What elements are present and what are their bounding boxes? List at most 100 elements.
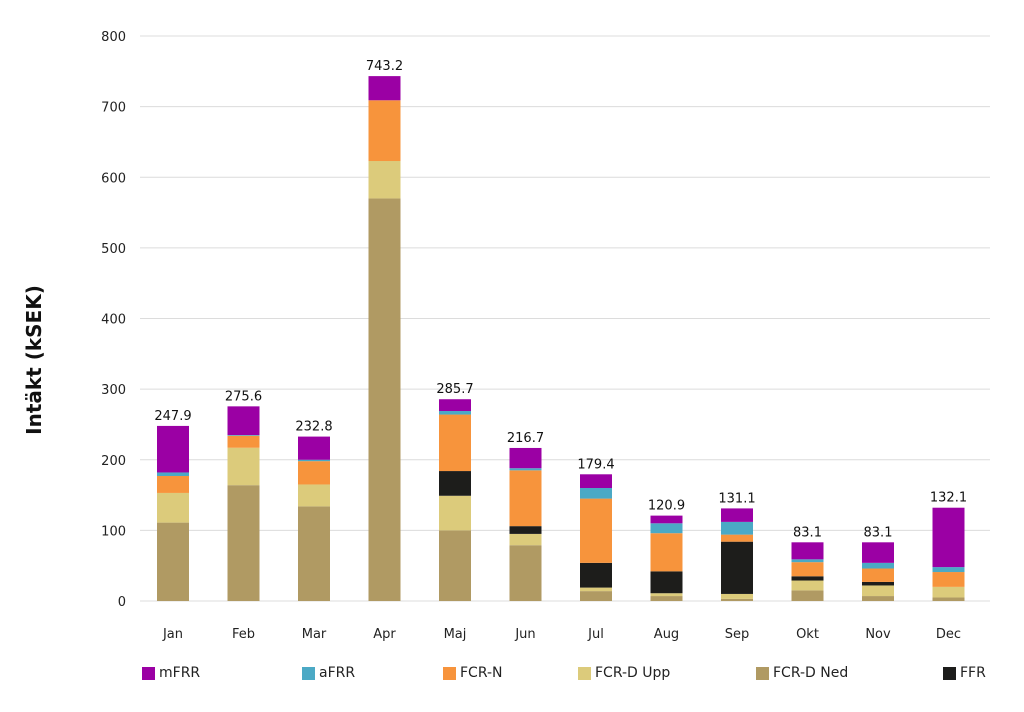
bar-segment xyxy=(580,498,612,563)
bar-segment xyxy=(791,576,824,581)
x-tick-label: Jun xyxy=(514,627,535,642)
y-tick-label: 700 xyxy=(101,101,126,116)
bar-total-label: 179.4 xyxy=(577,457,614,472)
bar-segment xyxy=(157,425,189,473)
bar-segment xyxy=(368,198,401,601)
x-tick-label: Sep xyxy=(725,627,750,642)
bar-segment xyxy=(791,590,824,601)
bar-segment xyxy=(298,436,330,460)
bar-segment xyxy=(227,406,260,436)
bar-segment xyxy=(791,562,824,577)
y-axis-title-wrap: Intäkt (kSEK) xyxy=(14,180,54,540)
x-tick-label: Jan xyxy=(162,627,183,642)
bar-segment xyxy=(439,471,471,496)
bar-segment xyxy=(439,399,471,412)
bar-total-label: 120.9 xyxy=(648,499,685,514)
bar-segment xyxy=(368,76,401,101)
legend-label: FCR-N xyxy=(460,665,503,681)
bar-segment xyxy=(580,474,612,488)
bar-segment xyxy=(368,161,401,199)
bar-total-label: 285.7 xyxy=(436,382,473,397)
bar-segment xyxy=(227,435,260,436)
x-tick-label: Okt xyxy=(796,627,819,642)
bar-segment xyxy=(721,521,753,535)
bar-total-label: 131.1 xyxy=(718,491,755,506)
bar-total-label: 247.9 xyxy=(154,409,191,424)
y-tick-label: 300 xyxy=(101,383,126,398)
bar-segment xyxy=(650,596,683,601)
bar-segment xyxy=(862,596,894,601)
bar-segment xyxy=(932,586,965,598)
y-tick-label: 800 xyxy=(101,30,126,45)
bar-segment xyxy=(791,559,824,563)
legend-item: mFRR xyxy=(142,663,200,683)
bar-segment xyxy=(439,411,471,415)
bar-segment xyxy=(721,541,753,594)
y-tick-label: 200 xyxy=(101,454,126,469)
bar-segment xyxy=(157,472,189,476)
bar-segment xyxy=(721,593,753,599)
bar-segment xyxy=(580,591,612,601)
bar-segment xyxy=(721,508,753,522)
legend-item: FCR-N xyxy=(443,663,503,683)
bar-segment xyxy=(580,488,612,499)
bar-segment xyxy=(862,542,894,563)
bar-segment xyxy=(227,447,260,486)
bar-segment xyxy=(227,485,260,601)
legend-label: mFRR xyxy=(159,665,201,681)
bar-segment xyxy=(862,585,894,597)
bar-total-label: 132.1 xyxy=(930,491,967,506)
legend-swatch xyxy=(142,666,155,680)
legend-item: aFRR xyxy=(302,663,355,683)
bar-segment xyxy=(791,542,824,560)
bar-segment xyxy=(439,495,471,531)
bar-segment xyxy=(509,526,542,534)
legend-swatch xyxy=(443,666,456,680)
bar-segment xyxy=(650,571,683,594)
bar-segment xyxy=(509,533,542,546)
x-tick-label: Mar xyxy=(302,627,327,642)
bar-segment xyxy=(932,507,965,568)
legend-item: FFR xyxy=(943,663,986,683)
bar-segment xyxy=(368,100,401,162)
bar-segment xyxy=(439,530,471,601)
bar-segment xyxy=(509,447,542,469)
legend-label: FCR-D Upp xyxy=(595,665,671,681)
bar-segment xyxy=(439,414,471,472)
bar-segment xyxy=(580,587,612,592)
legend-item: FCR-D Upp xyxy=(578,663,670,683)
bar-segment xyxy=(509,545,542,601)
x-tick-label: Feb xyxy=(232,627,255,642)
y-tick-label: 600 xyxy=(101,171,126,186)
bar-segment xyxy=(157,492,189,523)
legend-label: aFRR xyxy=(319,665,356,681)
x-tick-label: Aug xyxy=(654,627,679,642)
y-tick-label: 400 xyxy=(101,313,126,328)
bar-segment xyxy=(298,484,330,507)
x-tick-label: Jul xyxy=(587,627,604,642)
bar-segment xyxy=(580,562,612,588)
legend-swatch xyxy=(578,666,591,680)
y-tick-label: 500 xyxy=(101,242,126,257)
bar-segment xyxy=(650,515,683,524)
bar-total-label: 83.1 xyxy=(793,525,822,540)
bar-segment xyxy=(650,523,683,534)
bar-segment xyxy=(227,435,260,448)
y-tick-label: 100 xyxy=(101,524,126,539)
x-tick-label: Maj xyxy=(444,627,467,642)
bar-segment xyxy=(932,567,965,573)
bar-segment xyxy=(157,475,189,493)
bar-total-label: 216.7 xyxy=(507,431,544,446)
bar-segment xyxy=(509,468,542,471)
bar-total-label: 232.8 xyxy=(295,420,332,435)
bar-segment xyxy=(862,568,894,582)
bar-segment xyxy=(721,534,753,542)
x-tick-label: Nov xyxy=(865,627,891,642)
bar-segment xyxy=(298,506,330,601)
bar-segment xyxy=(932,597,965,601)
bar-segment xyxy=(650,593,683,597)
y-tick-label: 0 xyxy=(118,595,126,610)
bar-segment xyxy=(298,459,330,462)
bar-total-label: 83.1 xyxy=(864,525,893,540)
